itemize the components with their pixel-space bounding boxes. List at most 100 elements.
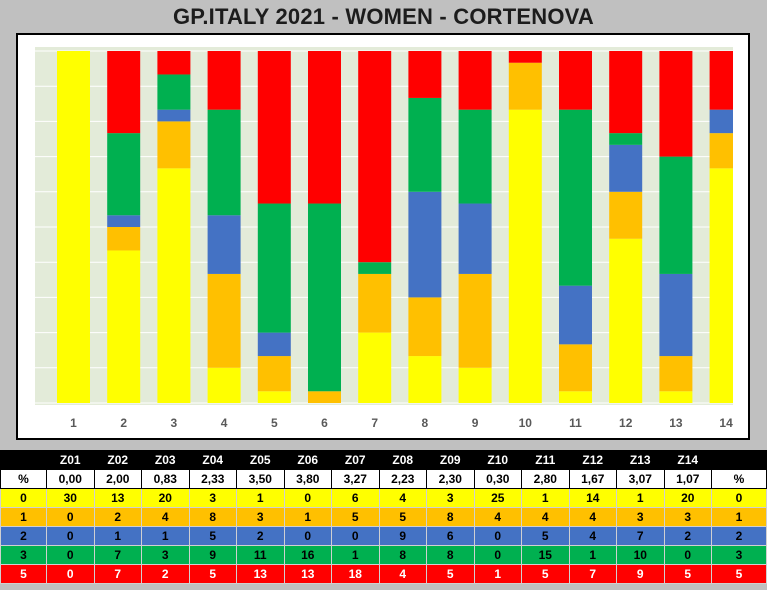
bar-segment-5-9 — [458, 51, 492, 110]
x-tick-label: 10 — [519, 416, 533, 430]
bar-segment-5-4 — [207, 51, 241, 110]
table-cell: 8 — [378, 545, 427, 565]
table-cell: 3 — [663, 507, 712, 527]
table-row-0: 0 30 13 20 3 1 0 6 4 3 25 1 14 1 20 0 — [0, 488, 767, 508]
table-cell: Z05 — [236, 450, 285, 470]
bar-segment-2-8 — [408, 191, 442, 298]
bar-segment-5-12 — [609, 51, 643, 134]
bar-segment-0-4 — [207, 367, 241, 403]
x-tick-label: 7 — [371, 416, 378, 430]
table-cell: 3 — [616, 507, 665, 527]
table-cell: 5 — [378, 507, 427, 527]
table-row-5: 5 0 7 2 5 13 13 18 4 5 1 5 7 9 5 5 — [0, 564, 767, 584]
bar-segment-5-5 — [257, 51, 291, 204]
table-cell: 2 — [0, 526, 47, 546]
table-cell: 13 — [93, 488, 142, 508]
table-cell: 5 — [426, 564, 475, 584]
table-cell: 5 — [188, 526, 237, 546]
table-cell: 3,07 — [616, 469, 665, 489]
bar-segment-0-9 — [458, 367, 492, 403]
bar-segment-2-14 — [709, 109, 733, 134]
bar-segment-5-14 — [709, 51, 733, 110]
table-cell: 5 — [521, 526, 570, 546]
bar-segment-1-12 — [609, 191, 643, 239]
table-cell: 3 — [711, 545, 767, 565]
bar-segment-5-6 — [308, 51, 341, 204]
table-cell: 7 — [93, 545, 142, 565]
table-cell: 4 — [378, 564, 427, 584]
table-cell: 2 — [711, 526, 767, 546]
data-table: Z01 Z02 Z03 Z04 Z05 Z06 Z07 Z08 Z09 Z10 Z11 Z12 Z13 Z… — [0, 450, 767, 584]
table-cell: 1,07 — [663, 469, 712, 489]
table-cell: 0 — [663, 545, 712, 565]
x-tick-label: 6 — [321, 416, 328, 430]
table-cell: 3 — [236, 507, 285, 527]
bar-segment-5-2 — [107, 51, 141, 134]
table-cell: 5 — [521, 564, 570, 584]
table-cell: 2,30 — [426, 469, 475, 489]
table-cell: 9 — [616, 564, 665, 584]
bar-segment-0-10 — [508, 109, 542, 403]
bar-segment-5-8 — [408, 51, 442, 98]
table-cell: Z01 — [46, 450, 95, 470]
plot-area — [35, 47, 733, 405]
table-cell: 1 — [473, 564, 522, 584]
bar-segment-5-10 — [508, 51, 542, 63]
bar-segment-1-7 — [358, 273, 392, 333]
table-cell: 6 — [331, 488, 380, 508]
bar-segment-2-3 — [157, 109, 191, 122]
bar-segment-1-10 — [508, 62, 542, 110]
table-cell: Z08 — [378, 450, 427, 470]
x-tick-label: 4 — [221, 416, 228, 430]
table-cell: % — [0, 469, 47, 489]
table-cell: Z14 — [663, 450, 712, 470]
bar-segment-1-11 — [559, 344, 592, 392]
table-cell: 4 — [568, 507, 617, 527]
bar-segment-2-2 — [107, 215, 141, 227]
table-cell: 2 — [141, 564, 190, 584]
table-cell: 0,30 — [473, 469, 522, 489]
bar-segment-1-14 — [709, 133, 733, 169]
bar-segment-3-2 — [107, 133, 141, 216]
table-cell: 25 — [473, 488, 522, 508]
table-cell: 0,83 — [141, 469, 190, 489]
table-cell: 0 — [283, 526, 332, 546]
x-tick-label: 3 — [171, 416, 178, 430]
table-cell: 4 — [521, 507, 570, 527]
table-cell: 14 — [568, 488, 617, 508]
bar-segment-3-8 — [408, 97, 442, 192]
stacked-bar-chart — [35, 50, 733, 404]
table-cell: 0 — [331, 526, 380, 546]
table-cell: Z03 — [141, 450, 190, 470]
bar-segment-0-2 — [107, 250, 141, 403]
table-cell: Z06 — [283, 450, 332, 470]
chart-frame: 1 2 3 4 5 6 7 8 9 10 11 12 13 14 — [16, 33, 750, 440]
table-cell: 18 — [331, 564, 380, 584]
bar-segment-0-12 — [609, 238, 643, 403]
table-cell: 3,50 — [236, 469, 285, 489]
bar-segment-1-6 — [308, 391, 341, 403]
table-cell: 3 — [188, 488, 237, 508]
bar-segment-1-2 — [107, 227, 141, 251]
bar-segment-2-11 — [559, 285, 592, 345]
x-tick-label: 12 — [619, 416, 633, 430]
x-axis-labels: 1 2 3 4 5 6 7 8 9 10 11 12 13 14 — [70, 416, 733, 430]
table-cell: 0 — [46, 507, 95, 527]
table-cell: 0,00 — [46, 469, 95, 489]
bar-segment-1-9 — [458, 273, 492, 368]
bar-segment-0-8 — [408, 356, 442, 403]
table-cell: 5 — [711, 564, 767, 584]
table-cell: 0 — [46, 564, 95, 584]
table-cell: 5 — [0, 564, 47, 584]
bar-segment-3-6 — [308, 203, 341, 392]
table-cell: 13 — [283, 564, 332, 584]
table-cell: 1 — [141, 526, 190, 546]
table-cell: 1 — [93, 526, 142, 546]
table-cell: 1 — [521, 488, 570, 508]
table-cell: Z11 — [521, 450, 570, 470]
table-cell: % — [711, 469, 767, 489]
table-cell: 5 — [331, 507, 380, 527]
table-cell: 1 — [616, 488, 665, 508]
table-row-3: 3 0 7 3 9 11 16 1 8 8 0 15 1 10 0 3 — [0, 545, 767, 565]
